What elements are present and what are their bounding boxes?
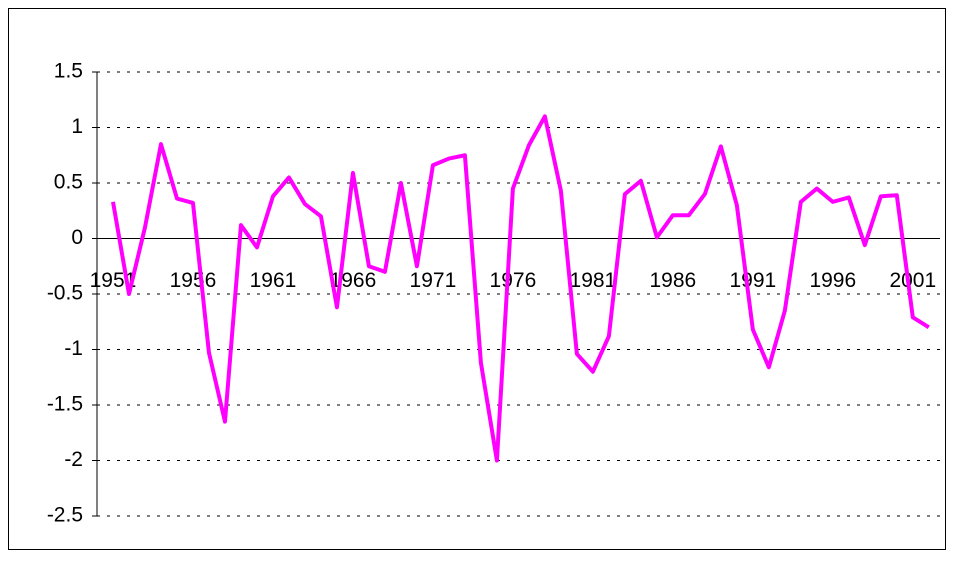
y-tick-label: 1	[71, 115, 83, 138]
data-line	[111, 114, 930, 463]
y-tick-label: -1	[64, 337, 83, 360]
chart-frame	[8, 8, 946, 550]
x-tick-label: 1966	[330, 269, 377, 292]
x-tick-label: 1961	[250, 269, 297, 292]
x-tick-label: 1956	[170, 269, 217, 292]
y-tick-label: -0.5	[47, 282, 83, 305]
x-tick-label: 1971	[410, 269, 457, 292]
x-tick-label: 1986	[650, 269, 697, 292]
y-tick-label: 1.5	[54, 60, 83, 83]
y-tick-label: -2	[64, 448, 83, 471]
x-tick-label: 1991	[729, 269, 776, 292]
x-tick-label: 2001	[889, 269, 936, 292]
x-tick-label: 1996	[809, 269, 856, 292]
y-tick-label: 0	[71, 226, 83, 249]
x-tick-label: 1981	[570, 269, 617, 292]
y-tick-label: 0.5	[54, 171, 83, 194]
y-tick-label: -2.5	[47, 504, 83, 527]
y-tick-label: -1.5	[47, 393, 83, 416]
x-tick-label: 1976	[490, 269, 537, 292]
